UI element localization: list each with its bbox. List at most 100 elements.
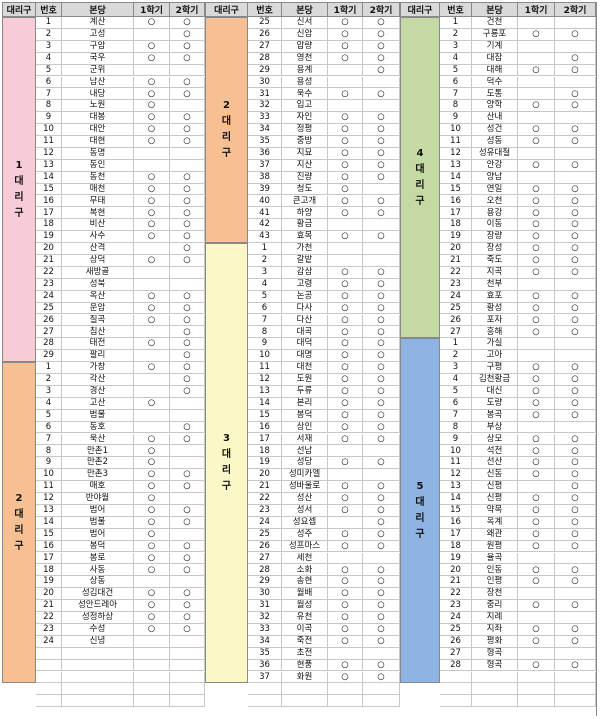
semester2-mark: ○ bbox=[363, 338, 400, 351]
semester2-mark: ○ bbox=[363, 409, 400, 422]
semester1-mark bbox=[518, 112, 555, 125]
row-number: 27 bbox=[248, 552, 282, 565]
semester1-mark: ○ bbox=[134, 136, 170, 148]
semester2-mark: ○ bbox=[555, 659, 596, 672]
semester2-mark: ○ bbox=[363, 350, 400, 363]
semester1-mark: ○ bbox=[518, 302, 555, 315]
semester1-mark: ○ bbox=[328, 671, 363, 684]
semester2-mark: ○ bbox=[363, 28, 400, 41]
semester2-mark: ○ bbox=[555, 623, 596, 636]
empty-cell bbox=[134, 659, 170, 672]
semester2-mark: ○ bbox=[170, 338, 205, 351]
parish-name: 남산 bbox=[62, 76, 134, 89]
row-number: 4 bbox=[36, 52, 62, 65]
parish-name: 복현 bbox=[62, 207, 134, 220]
semester2-mark: ○ bbox=[555, 136, 596, 148]
semester2-mark bbox=[170, 266, 205, 279]
parish-name: 칠곡 bbox=[62, 314, 134, 327]
parish-name: 이동 bbox=[472, 219, 518, 232]
semester2-mark: ○ bbox=[170, 207, 205, 220]
semester1-mark: ○ bbox=[134, 112, 170, 125]
parish-name: 입고 bbox=[282, 100, 328, 113]
semester1-mark: ○ bbox=[328, 659, 363, 672]
row-number: 1 bbox=[248, 243, 282, 255]
parish-name: 논공 bbox=[282, 290, 328, 303]
column-header: 대리구 bbox=[400, 2, 440, 17]
parish-name: 원평 bbox=[472, 540, 518, 553]
parish-name: 부상 bbox=[472, 421, 518, 434]
semester1-mark: ○ bbox=[518, 255, 555, 267]
semester1-mark: ○ bbox=[518, 136, 555, 148]
row-number: 18 bbox=[440, 540, 472, 553]
semester1-mark: ○ bbox=[328, 564, 363, 577]
semester1-mark bbox=[134, 409, 170, 422]
semester2-mark: ○ bbox=[363, 481, 400, 493]
row-number: 5 bbox=[248, 290, 282, 303]
semester1-mark: ○ bbox=[328, 493, 363, 505]
row-number: 3 bbox=[440, 40, 472, 53]
row-number: 27 bbox=[36, 326, 62, 339]
parish-name: 용강 bbox=[472, 207, 518, 220]
row-number: 8 bbox=[36, 445, 62, 458]
semester2-mark: ○ bbox=[363, 266, 400, 279]
row-number: 4 bbox=[440, 374, 472, 386]
semester2-mark: ○ bbox=[170, 564, 205, 577]
semester1-mark: ○ bbox=[134, 397, 170, 410]
semester2-mark: ○ bbox=[555, 374, 596, 386]
semester1-mark bbox=[134, 326, 170, 339]
parish-name: 만촌3 bbox=[62, 469, 134, 482]
empty-cell bbox=[555, 683, 596, 696]
semester1-mark: ○ bbox=[518, 516, 555, 529]
row-number: 13 bbox=[440, 481, 472, 493]
parish-name: 태전 bbox=[62, 338, 134, 351]
semester2-mark bbox=[363, 552, 400, 565]
semester1-mark: ○ bbox=[134, 457, 170, 470]
semester2-mark: ○ bbox=[363, 397, 400, 410]
semester1-mark: ○ bbox=[328, 207, 363, 220]
row-number: 26 bbox=[440, 635, 472, 648]
semester2-mark: ○ bbox=[555, 409, 596, 422]
semester1-mark: ○ bbox=[328, 266, 363, 279]
semester1-mark: ○ bbox=[134, 219, 170, 232]
semester2-mark: ○ bbox=[170, 231, 205, 244]
semester2-mark: ○ bbox=[555, 207, 596, 220]
semester2-mark: ○ bbox=[555, 124, 596, 136]
parish-name: 무태 bbox=[62, 195, 134, 208]
parish-name: 도원 bbox=[282, 374, 328, 386]
row-number: 12 bbox=[440, 469, 472, 482]
parish-name: 연일 bbox=[472, 183, 518, 196]
row-number: 2 bbox=[36, 28, 62, 41]
semester1-mark: ○ bbox=[134, 623, 170, 636]
parish-name: 욱수 bbox=[282, 88, 328, 101]
row-number: 16 bbox=[440, 516, 472, 529]
row-number: 20 bbox=[440, 243, 472, 255]
column-header: 번호 bbox=[36, 2, 62, 17]
semester1-mark: ○ bbox=[518, 528, 555, 541]
parish-name: 유천 bbox=[282, 612, 328, 624]
semester2-mark: ○ bbox=[555, 302, 596, 315]
parish-name: 신평 bbox=[472, 481, 518, 493]
row-number: 31 bbox=[248, 88, 282, 101]
parish-name: 대안 bbox=[62, 124, 134, 136]
semester1-mark: ○ bbox=[134, 183, 170, 196]
semester1-mark: ○ bbox=[134, 76, 170, 89]
row-number: 31 bbox=[248, 600, 282, 612]
parish-name: 지묘 bbox=[282, 147, 328, 160]
parish-name: 율곡 bbox=[472, 552, 518, 565]
row-number: 17 bbox=[36, 552, 62, 565]
row-number: 22 bbox=[440, 266, 472, 279]
semester1-mark: ○ bbox=[328, 314, 363, 327]
row-number: 12 bbox=[36, 147, 62, 160]
semester1-mark bbox=[134, 374, 170, 386]
semester1-mark: ○ bbox=[328, 385, 363, 398]
column-header: 번호 bbox=[248, 2, 282, 17]
semester1-mark: ○ bbox=[328, 421, 363, 434]
parish-name: 성유대철 bbox=[472, 147, 518, 160]
parish-name: 성주 bbox=[282, 528, 328, 541]
semester2-mark: ○ bbox=[170, 219, 205, 232]
column-header: 본당 bbox=[282, 2, 328, 17]
row-number: 7 bbox=[36, 433, 62, 446]
parish-name: 다사 bbox=[282, 302, 328, 315]
empty-cell bbox=[440, 683, 472, 696]
semester1-mark: ○ bbox=[134, 612, 170, 624]
